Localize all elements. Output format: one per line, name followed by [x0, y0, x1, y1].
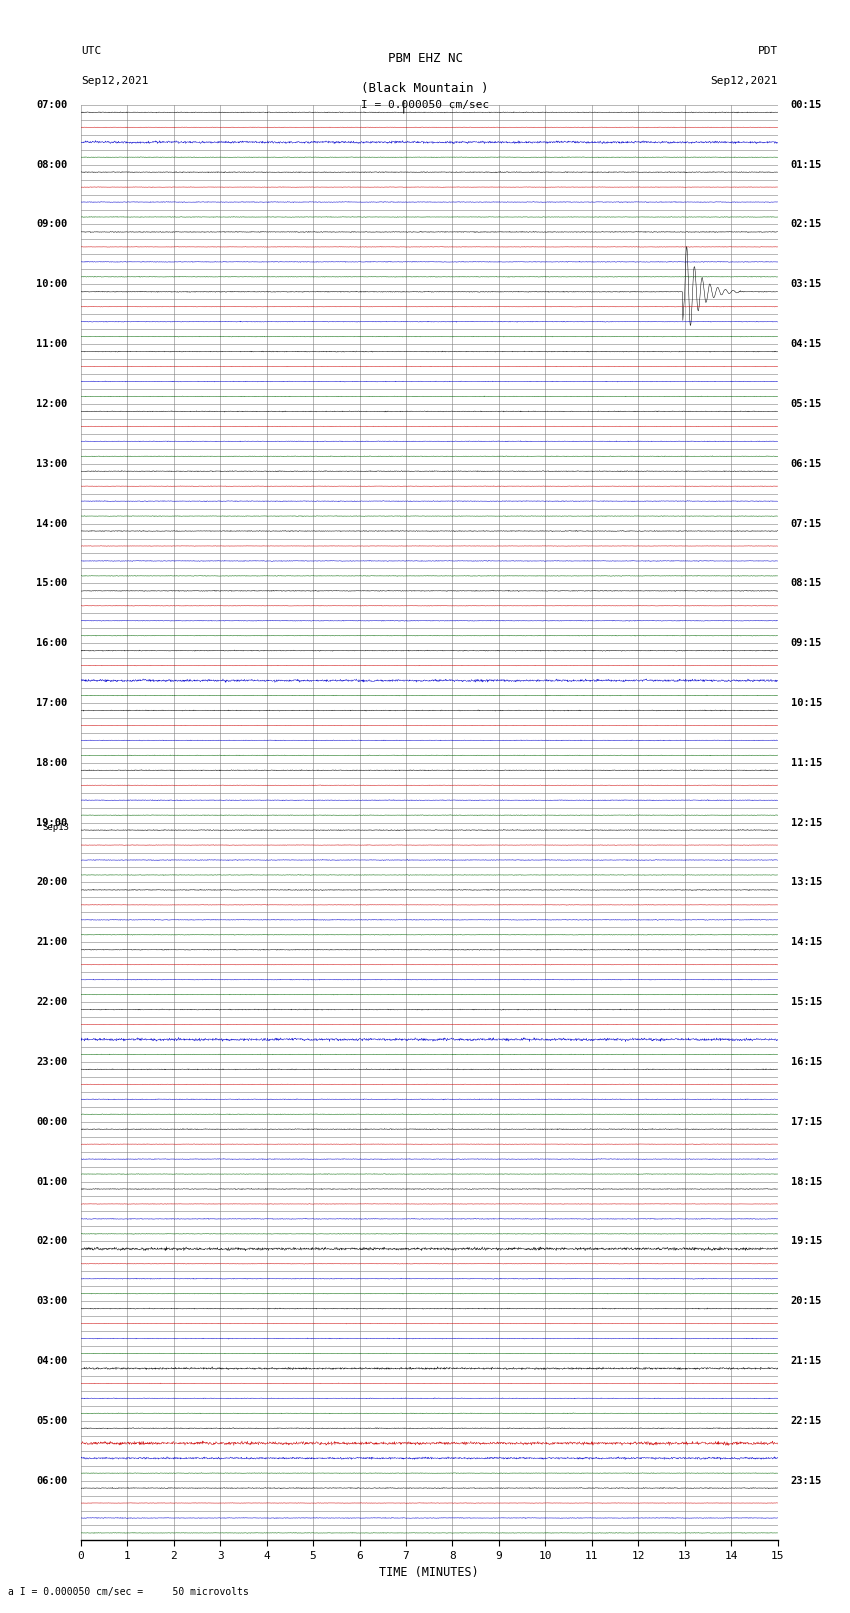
Text: UTC: UTC: [81, 47, 101, 56]
Text: Sep12,2021: Sep12,2021: [711, 76, 778, 85]
Text: I = 0.000050 cm/sec: I = 0.000050 cm/sec: [361, 100, 489, 110]
Text: 03:15: 03:15: [790, 279, 822, 289]
Text: (Black Mountain ): (Black Mountain ): [361, 82, 489, 95]
Text: 23:15: 23:15: [790, 1476, 822, 1486]
Text: 17:00: 17:00: [37, 698, 68, 708]
Text: 04:15: 04:15: [790, 339, 822, 348]
Text: 10:00: 10:00: [37, 279, 68, 289]
Text: 22:15: 22:15: [790, 1416, 822, 1426]
Text: 17:15: 17:15: [790, 1116, 822, 1127]
Text: 08:00: 08:00: [37, 160, 68, 169]
Text: 05:15: 05:15: [790, 398, 822, 410]
Text: 06:15: 06:15: [790, 458, 822, 469]
Text: 04:00: 04:00: [37, 1357, 68, 1366]
Text: 16:00: 16:00: [37, 639, 68, 648]
Text: 01:15: 01:15: [790, 160, 822, 169]
Text: 15:15: 15:15: [790, 997, 822, 1007]
Text: 12:00: 12:00: [37, 398, 68, 410]
Text: 09:15: 09:15: [790, 639, 822, 648]
Text: 20:15: 20:15: [790, 1297, 822, 1307]
Text: 19:00: 19:00: [37, 818, 68, 827]
Text: 21:00: 21:00: [37, 937, 68, 947]
Text: 23:00: 23:00: [37, 1057, 68, 1066]
Text: 00:00: 00:00: [37, 1116, 68, 1127]
Text: 12:15: 12:15: [790, 818, 822, 827]
Text: 18:00: 18:00: [37, 758, 68, 768]
Text: 13:15: 13:15: [790, 877, 822, 887]
X-axis label: TIME (MINUTES): TIME (MINUTES): [379, 1566, 479, 1579]
Text: 19:15: 19:15: [790, 1236, 822, 1247]
Text: 14:15: 14:15: [790, 937, 822, 947]
Text: 21:15: 21:15: [790, 1357, 822, 1366]
Text: 07:15: 07:15: [790, 518, 822, 529]
Text: 11:15: 11:15: [790, 758, 822, 768]
Text: 00:15: 00:15: [790, 100, 822, 110]
Text: 11:00: 11:00: [37, 339, 68, 348]
Text: Sep12,2021: Sep12,2021: [81, 76, 148, 85]
Text: PDT: PDT: [757, 47, 778, 56]
Text: 07:00: 07:00: [37, 100, 68, 110]
Text: 02:15: 02:15: [790, 219, 822, 229]
Text: 13:00: 13:00: [37, 458, 68, 469]
Text: 18:15: 18:15: [790, 1176, 822, 1187]
Text: 10:15: 10:15: [790, 698, 822, 708]
Text: 20:00: 20:00: [37, 877, 68, 887]
Text: 16:15: 16:15: [790, 1057, 822, 1066]
Text: 03:00: 03:00: [37, 1297, 68, 1307]
Text: 14:00: 14:00: [37, 518, 68, 529]
Text: PBM EHZ NC: PBM EHZ NC: [388, 52, 462, 65]
Text: 06:00: 06:00: [37, 1476, 68, 1486]
Text: 15:00: 15:00: [37, 579, 68, 589]
Text: 02:00: 02:00: [37, 1236, 68, 1247]
Text: 08:15: 08:15: [790, 579, 822, 589]
Text: 22:00: 22:00: [37, 997, 68, 1007]
Text: |: |: [400, 100, 407, 113]
Text: 05:00: 05:00: [37, 1416, 68, 1426]
Text: 09:00: 09:00: [37, 219, 68, 229]
Text: a I = 0.000050 cm/sec =     50 microvolts: a I = 0.000050 cm/sec = 50 microvolts: [8, 1587, 249, 1597]
Text: 01:00: 01:00: [37, 1176, 68, 1187]
Text: Sep13: Sep13: [42, 823, 69, 832]
